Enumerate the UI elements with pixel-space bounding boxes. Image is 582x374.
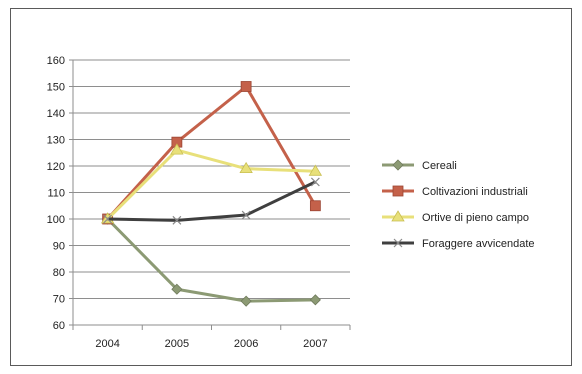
legend-label: Foraggere avvicendate xyxy=(422,238,535,250)
y-tick-label: 100 xyxy=(47,214,65,226)
series-2 xyxy=(102,81,321,225)
chart-frame xyxy=(10,8,572,366)
series-4 xyxy=(103,177,320,225)
x-tick-label: 2006 xyxy=(234,338,258,350)
y-tick-label: 150 xyxy=(47,82,65,94)
x-tick-label: 2007 xyxy=(303,338,327,350)
y-tick-label: 160 xyxy=(47,55,65,67)
legend-label: Cereali xyxy=(422,160,457,172)
x-tick-label: 2005 xyxy=(165,338,189,350)
data-point xyxy=(239,161,253,174)
series-line xyxy=(106,217,316,303)
y-tick-label: 140 xyxy=(47,108,65,120)
legend-label: Ortive di pieno campo xyxy=(422,212,529,224)
x-tick-label: 2004 xyxy=(95,338,119,350)
data-point xyxy=(171,283,183,295)
legend-label: Coltivazioni industriali xyxy=(422,186,528,198)
data-point xyxy=(241,210,251,220)
legend-marker xyxy=(392,185,404,197)
legend-item: Coltivazioni industriali xyxy=(382,185,528,198)
series-3 xyxy=(100,143,323,224)
data-point xyxy=(170,143,184,155)
x-tick-labels: 2004 2005 2006 2007 xyxy=(95,338,327,350)
axes xyxy=(69,59,351,330)
data-point xyxy=(240,295,252,307)
series-line xyxy=(107,180,317,222)
data-point xyxy=(240,81,252,92)
y-tick-label: 90 xyxy=(53,241,65,253)
y-tick-label: 130 xyxy=(47,135,65,147)
data-point xyxy=(309,294,321,306)
data-point xyxy=(309,200,321,212)
legend: Cereali Coltivazioni industriali Ortive di… xyxy=(382,159,535,250)
legend-marker xyxy=(392,159,404,171)
series-line xyxy=(106,85,317,221)
y-tick-label: 120 xyxy=(47,161,65,173)
y-tick-label: 60 xyxy=(53,320,65,332)
legend-item: Cereali xyxy=(382,159,457,172)
data-point xyxy=(103,214,113,224)
series-line xyxy=(106,148,316,221)
data-point xyxy=(310,177,320,187)
y-tick-label: 110 xyxy=(47,188,65,200)
y-tick-labels: 60 70 80 90 100 110 120 130 140 150 160 xyxy=(47,55,65,332)
legend-item: Ortive di pieno campo xyxy=(382,210,529,224)
series-1 xyxy=(102,213,321,307)
data-point xyxy=(308,164,323,176)
legend-item: Foraggere avvicendate xyxy=(382,238,535,250)
y-tick-label: 70 xyxy=(53,294,65,306)
data-point xyxy=(172,215,182,225)
legend-marker xyxy=(393,238,403,248)
y-tick-label: 80 xyxy=(53,267,65,279)
series-group xyxy=(100,81,323,307)
legend-marker xyxy=(391,210,405,222)
